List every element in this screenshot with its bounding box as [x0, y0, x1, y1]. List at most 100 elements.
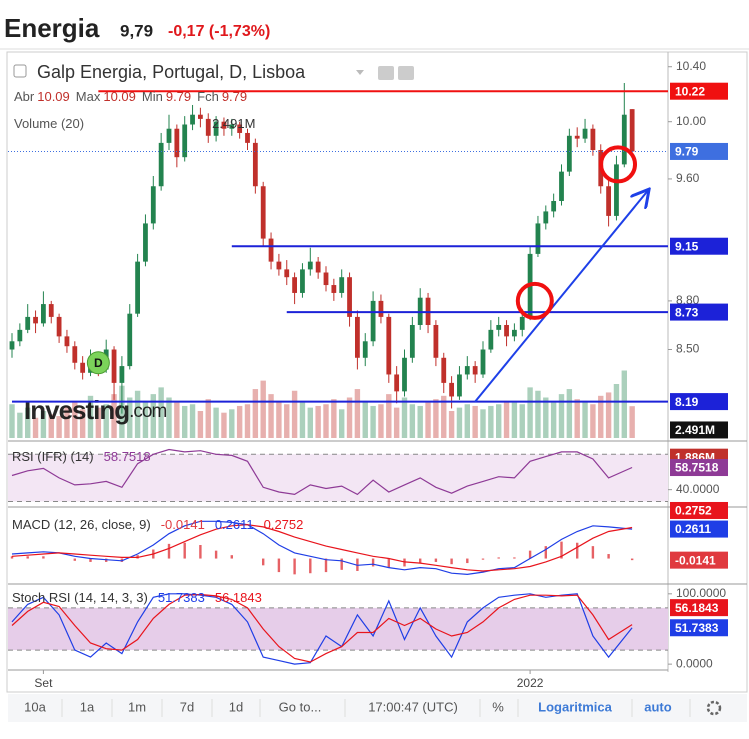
candle-body [449, 382, 454, 397]
header-change: -0,17 (-1,73%) [168, 23, 270, 40]
volume-bar [566, 389, 573, 438]
candle-body [535, 223, 541, 254]
ohlc-value: 9.79 [166, 89, 191, 104]
candle-body [504, 324, 509, 337]
histogram-bar [183, 542, 186, 559]
event-marker[interactable] [86, 351, 110, 375]
candle-body [496, 324, 502, 330]
histogram-bar [89, 558, 92, 562]
volume-bar [276, 400, 282, 438]
candle-body [339, 277, 345, 293]
candle-body [64, 336, 70, 347]
histogram-bar [262, 558, 265, 566]
candle-body [166, 128, 172, 143]
volume-bar [48, 414, 54, 438]
volume-bar [158, 387, 164, 438]
ohlc-key: Max [76, 89, 101, 104]
volume-bar [629, 406, 635, 438]
candle-body [25, 316, 31, 330]
price-label-bg [670, 82, 728, 100]
candle-body [119, 366, 125, 383]
histogram-bar [277, 558, 281, 573]
volume-bar [362, 400, 368, 438]
volume-bar [582, 400, 588, 438]
histogram-bar [497, 557, 500, 559]
volume-bar [370, 405, 376, 438]
dropdown-icon[interactable] [356, 70, 364, 75]
y-tick-label: 9.60 [676, 171, 700, 185]
log-button[interactable]: Logaritmica [538, 699, 612, 714]
volume-bar [598, 395, 604, 438]
ohlc-legend: Abr 10.09 Max 10.09 Min 9.79 Fch 9.79 [14, 89, 247, 104]
range-button[interactable]: 1m [128, 699, 146, 714]
histogram-bar [340, 558, 343, 570]
auto-button[interactable]: auto [644, 699, 672, 714]
range-button[interactable]: 10a [24, 699, 46, 714]
settings-icon[interactable] [398, 66, 414, 80]
visibility-icon[interactable] [378, 66, 394, 80]
candle-body [245, 132, 250, 143]
histogram-bar [630, 558, 634, 561]
price-label-bg [670, 599, 728, 617]
candle-body [221, 121, 227, 129]
histogram-bar [293, 558, 296, 575]
trend-line [474, 191, 648, 403]
price-label-bg [670, 237, 728, 255]
indicator-title: MACD (12, 26, close, 9) [12, 517, 151, 532]
volume-bar [574, 399, 580, 438]
rsi-panel [8, 448, 668, 502]
collapse-icon[interactable] [13, 64, 27, 78]
candle-body [355, 316, 360, 358]
candle-body [182, 124, 188, 158]
price-label-bg [670, 421, 728, 439]
y-tick-label: 10.00 [676, 114, 706, 128]
y-tick-label: 100.0000 [676, 586, 726, 600]
indicator-line [11, 524, 633, 572]
range-button[interactable]: 1d [229, 699, 243, 714]
y-tick-label: 8.80 [676, 293, 700, 307]
volume-bar [150, 394, 156, 438]
range-button[interactable]: 1a [80, 699, 95, 714]
candle-body [213, 121, 219, 136]
candle-body [80, 362, 86, 373]
price-label-bg [670, 501, 728, 519]
volume-bar [32, 417, 39, 438]
volume-bar [401, 397, 408, 438]
volume-bar [417, 405, 423, 438]
candle-body [559, 171, 564, 201]
candle-body [488, 329, 494, 350]
histogram-bar [513, 557, 516, 559]
volume-bar [103, 404, 109, 438]
volume-bar [425, 402, 431, 438]
goto-button[interactable]: Go to... [279, 699, 322, 714]
volume-bar [448, 411, 455, 438]
percent-button[interactable]: % [492, 699, 504, 714]
candle-body [300, 269, 305, 293]
candle-body [190, 114, 195, 125]
volume-bar [197, 411, 204, 438]
candle-body [402, 357, 407, 392]
volume-bar [550, 402, 557, 438]
volume-bar [511, 402, 518, 438]
volume-bar [142, 400, 149, 438]
candle-body [111, 349, 117, 383]
price-label: 51.7383 [675, 621, 719, 635]
volume-bar [472, 405, 478, 438]
header-price: 9,79 [120, 21, 153, 40]
price-label: 58.7518 [675, 461, 719, 475]
candle-body [268, 238, 274, 262]
range-button[interactable]: 7d [180, 699, 194, 714]
candle-body [378, 300, 384, 317]
volume-bar [40, 411, 47, 438]
candle-body [143, 223, 148, 262]
volume-bar [79, 409, 86, 438]
watermark-brand: Investing [24, 395, 129, 425]
settings-gear[interactable] [706, 700, 722, 716]
histogram-bar [576, 542, 579, 559]
volume-bar [268, 394, 274, 438]
candle-body [284, 269, 290, 278]
candle-body [543, 211, 549, 224]
histogram-bar [481, 558, 485, 560]
candle-body [56, 316, 62, 337]
panel-legend: RSI (IFR) (14) 58.7518 [12, 449, 151, 464]
